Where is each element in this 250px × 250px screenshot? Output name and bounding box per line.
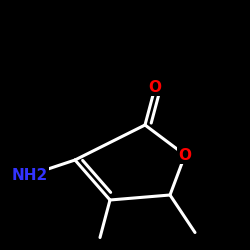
Text: O: O bbox=[178, 148, 192, 162]
Text: O: O bbox=[148, 80, 162, 95]
Text: NH2: NH2 bbox=[12, 168, 48, 182]
